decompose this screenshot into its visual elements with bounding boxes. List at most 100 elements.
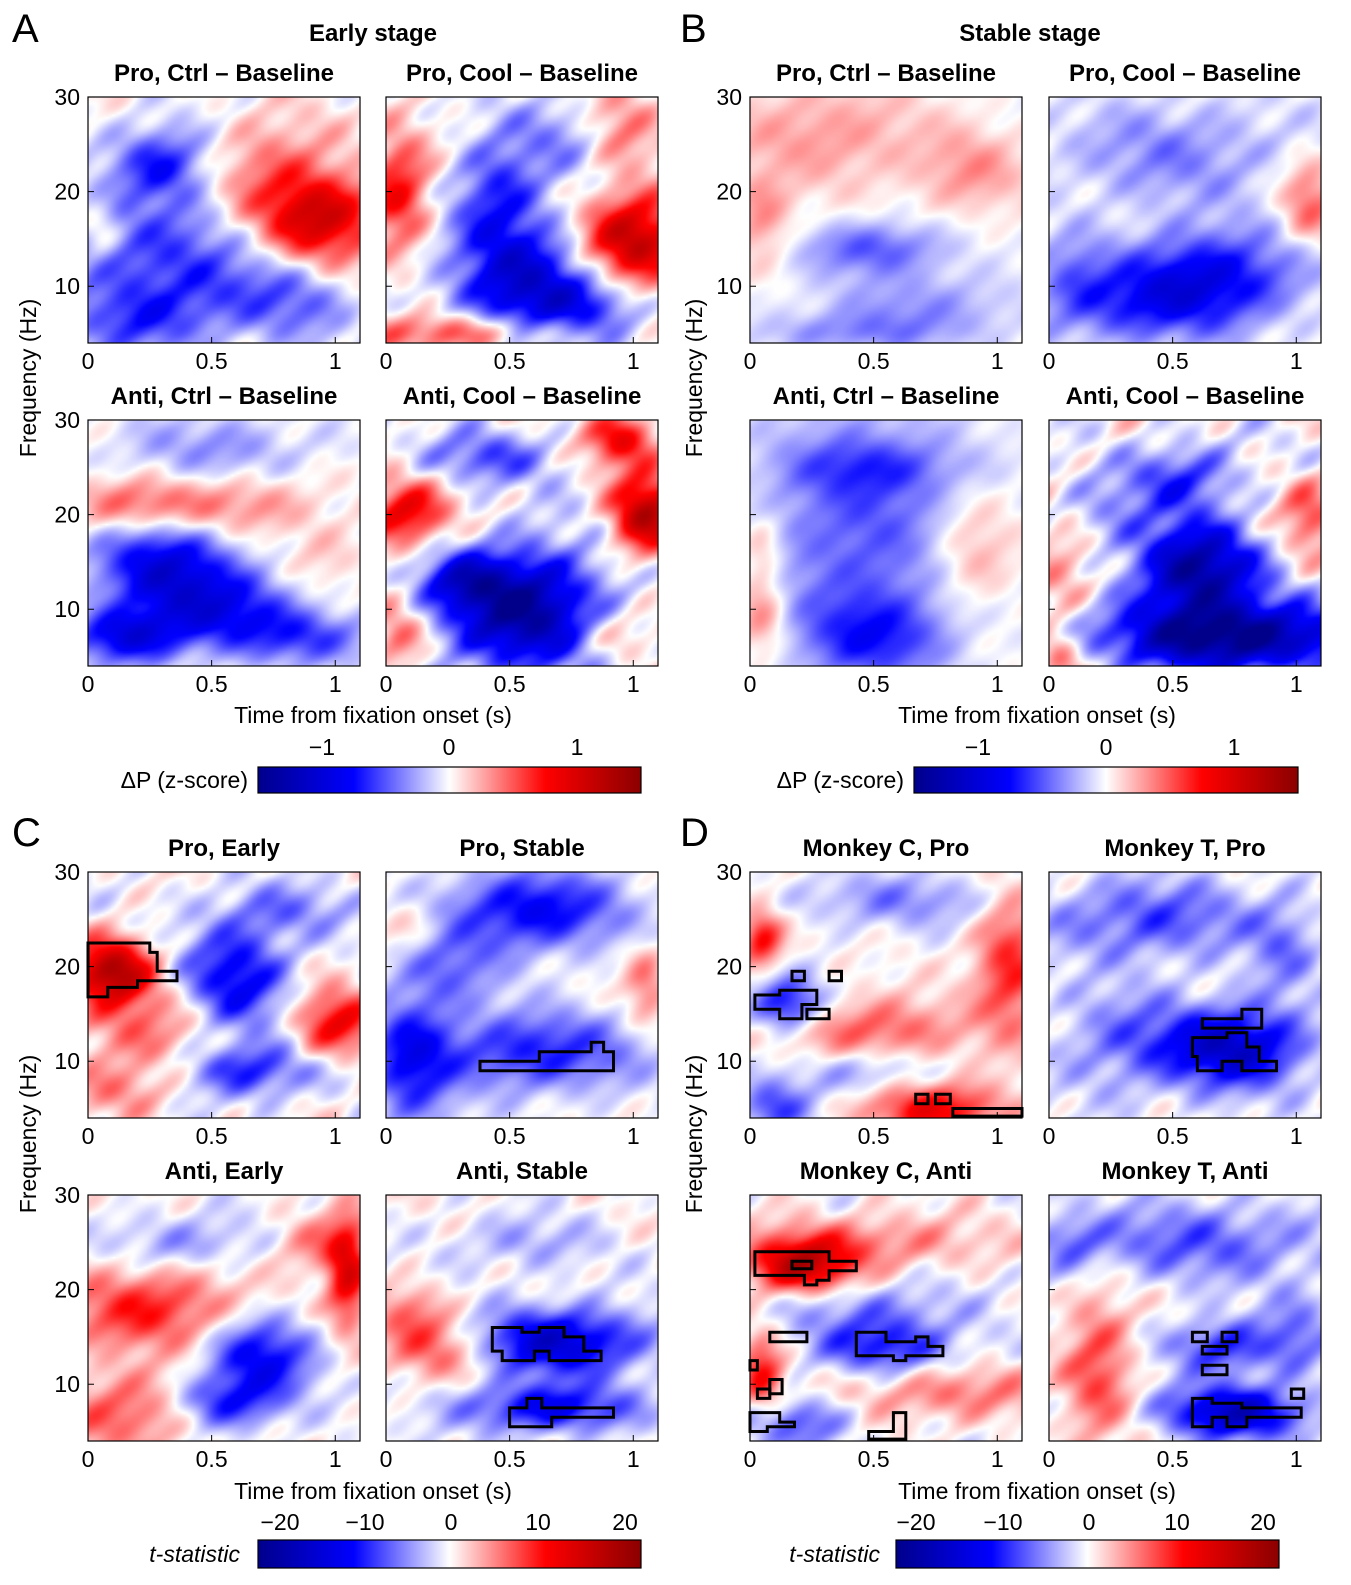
significance-contour [827,969,843,983]
y-tick-label: 20 [54,179,80,205]
y-tick-label: 20 [716,179,742,205]
y-tick-label: 10 [716,273,742,299]
significance-contour [914,1092,930,1106]
plot-frame [87,1194,361,1442]
x-tick-label: 1 [991,1446,1004,1472]
x-tick-label: 0 [1043,1446,1056,1472]
colorbar-tick: −20 [260,1509,299,1535]
x-tick-label: 0 [1043,671,1056,697]
plot-frame [749,1194,1023,1442]
y-axis-label: Frequency (Hz) [681,1055,707,1213]
plot-frame [385,1194,659,1442]
significance-contour [1200,1007,1264,1030]
heatmap-image [88,420,360,666]
heatmap-image [1049,420,1321,666]
colorbar-tick: 0 [1100,734,1113,760]
x-tick-label: 0 [380,1123,393,1149]
colorbar-tick: −1 [309,734,335,760]
colorbar-gradient [257,1539,642,1569]
x-tick-label: 0 [744,348,757,374]
colorbar-label: t-statistic [789,1541,880,1567]
heatmap-panel: Anti, Stable 0 0.5 1 [380,1158,659,1472]
y-tick-label: 20 [54,954,80,980]
heatmap-image [750,1195,1022,1441]
panel-letter-a: A [12,7,39,51]
x-tick-label: 0.5 [196,1446,228,1472]
colorbar-tick: −1 [965,734,991,760]
heatmap-panel: Monkey C, Pro 0 0.5 1 10 20 30 Frequency (Hz) [681,835,1024,1213]
significance-contour [490,1326,603,1363]
significance-contour [753,1250,858,1287]
y-axis-label: Frequency (Hz) [15,1055,41,1213]
heatmap-panel: Anti, Ctrl – Baseline 0 0.5 1 Time from fixa… [744,383,1176,728]
x-tick-label: 1 [627,1446,640,1472]
panel-title: Anti, Ctrl – Baseline [111,383,338,410]
x-tick-label: 1 [627,671,640,697]
x-tick-label: 0 [380,1446,393,1472]
colorbar-label: ΔP (z-score) [121,767,248,793]
heatmap-panel: Pro, Cool – Baseline 0 0.5 1 [380,60,659,374]
y-tick-label: 30 [54,859,80,885]
panel-letter-b: B [680,7,707,51]
y-tick-label: 30 [54,1182,80,1208]
colorbar-c: t-statistic −20 −10 0 10 20 [149,1509,642,1569]
y-tick-label: 30 [716,859,742,885]
heatmap-image [1049,872,1321,1118]
plot-frame [87,419,361,667]
x-axis-label: Time from fixation onset (s) [898,702,1176,728]
panel-title: Anti, Ctrl – Baseline [773,383,1000,410]
significance-contour [86,941,179,999]
panel-title: Pro, Ctrl – Baseline [776,60,996,87]
significance-contour [1289,1387,1306,1400]
x-tick-label: 0.5 [196,1123,228,1149]
significance-contour [748,1411,796,1433]
significance-contour [1190,1031,1278,1073]
colorbar-gradient [913,766,1299,794]
x-tick-label: 0 [82,671,95,697]
significance-contour [854,1330,945,1363]
heatmap-image [750,97,1022,343]
colorbar-tick: −10 [345,1509,384,1535]
colorbar-tick: −20 [896,1509,935,1535]
panel-letter-d: D [680,811,709,855]
x-tick-label: 1 [991,348,1004,374]
y-axis-label: Frequency (Hz) [681,299,707,457]
significance-contour [790,1259,814,1271]
colorbar-gradient [257,766,642,794]
x-tick-label: 0 [82,348,95,374]
plot-frame [1048,1194,1322,1442]
colorbar-tick: 0 [445,1509,458,1535]
x-tick-label: 0.5 [858,348,890,374]
x-tick-label: 1 [329,1446,342,1472]
x-tick-label: 0.5 [1157,1123,1189,1149]
colorbar-tick: 10 [525,1509,551,1535]
x-tick-label: 1 [991,1123,1004,1149]
x-tick-label: 0 [1043,348,1056,374]
heatmap-image [750,420,1022,666]
y-tick-label: 20 [716,954,742,980]
plot-frame [1048,96,1322,344]
significance-contour [1220,1330,1239,1344]
heatmap-image [386,420,658,666]
y-tick-label: 30 [716,84,742,110]
y-axis-label: Frequency (Hz) [15,299,41,457]
heatmap-image [386,872,658,1118]
significance-contour [478,1040,615,1073]
panel-title: Pro, Early [168,835,281,862]
x-tick-label: 1 [1290,1123,1303,1149]
significance-contour [805,1007,831,1021]
x-tick-label: 1 [329,671,342,697]
x-tick-label: 1 [1290,1446,1303,1472]
plot-frame [749,871,1023,1119]
plot-frame [749,96,1023,344]
plot-frame [1048,871,1322,1119]
significance-contour [867,1411,908,1441]
colorbar-tick: 0 [1083,1509,1096,1535]
x-tick-label: 0 [744,671,757,697]
x-tick-label: 1 [329,348,342,374]
heatmap-panel: Anti, Ctrl – Baseline 0 0.5 1 10 20 30 Time fro… [54,383,511,728]
heatmap-image [88,97,360,343]
significance-contour [768,1330,809,1344]
x-tick-label: 0.5 [494,671,526,697]
